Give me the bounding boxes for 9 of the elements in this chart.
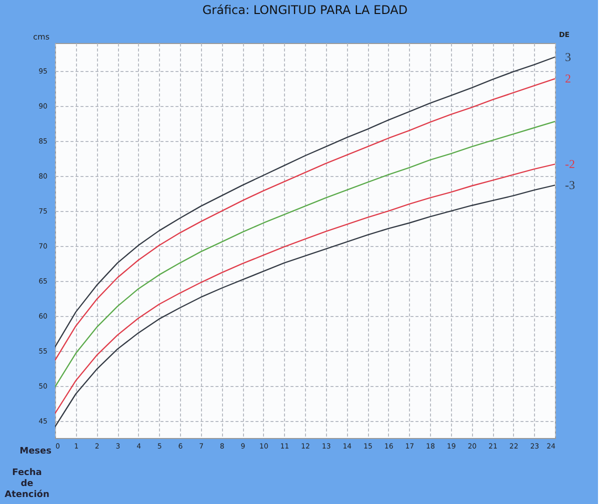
series-label: 3 xyxy=(565,50,571,64)
text: Fecha de Atención xyxy=(4,468,50,500)
series-label: -2 xyxy=(565,157,575,172)
y-axis-title: cms xyxy=(33,32,50,42)
x-axis-title: Meses xyxy=(20,446,52,456)
series-label: 2 xyxy=(565,72,571,86)
line-series xyxy=(55,120,555,388)
series-label: -3 xyxy=(565,178,575,192)
chart-title: Gráfica: LONGITUD PARA LA EDAD xyxy=(202,3,408,17)
